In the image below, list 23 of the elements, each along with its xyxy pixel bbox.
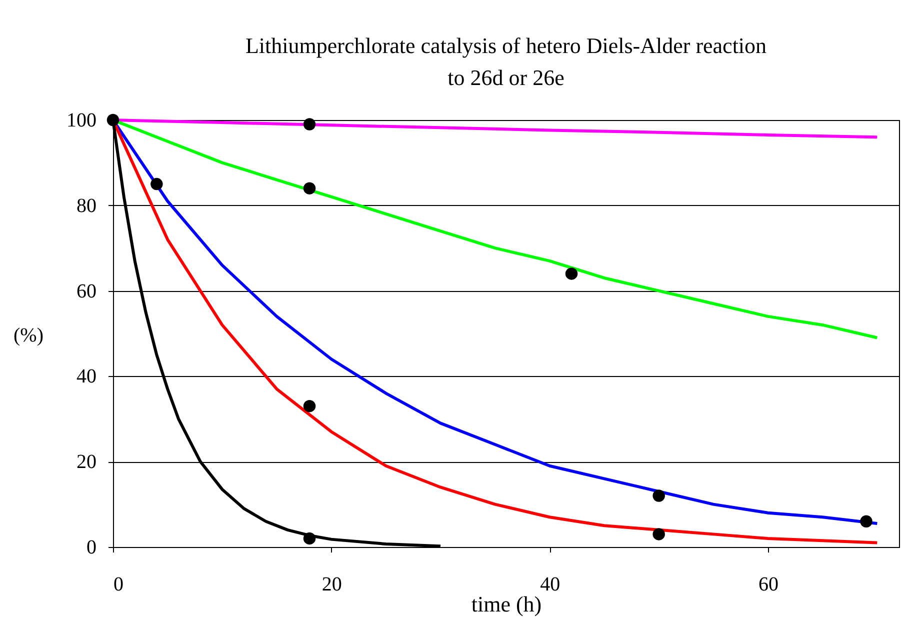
y-tick-label: 100 (66, 110, 96, 132)
point (303, 532, 316, 545)
point (565, 268, 578, 280)
y-tick-label: 0 (86, 536, 96, 558)
chart-title: Lithiumperchlorate catalysis of hetero Diels-Alder reaction to 26d or 26e (245, 33, 767, 90)
point (860, 515, 872, 528)
point (150, 178, 163, 190)
point (303, 182, 316, 194)
point (303, 118, 316, 130)
x-axis-title: time (h) (471, 592, 542, 616)
y-tick-label: 60 (76, 280, 96, 302)
x-tick-label: 0 (114, 574, 124, 596)
x-tick-label: 20 (322, 574, 342, 596)
y-tick-label: 40 (76, 366, 96, 388)
point (652, 528, 665, 540)
x-tick-label: 60 (758, 574, 778, 596)
y-tick-label: 80 (76, 194, 96, 217)
y-axis-title: (%) (14, 324, 44, 346)
point (303, 400, 316, 412)
x-tick-label: 40 (540, 574, 560, 596)
y-tick-label: 20 (76, 451, 96, 474)
point (106, 114, 120, 126)
point (652, 490, 665, 502)
